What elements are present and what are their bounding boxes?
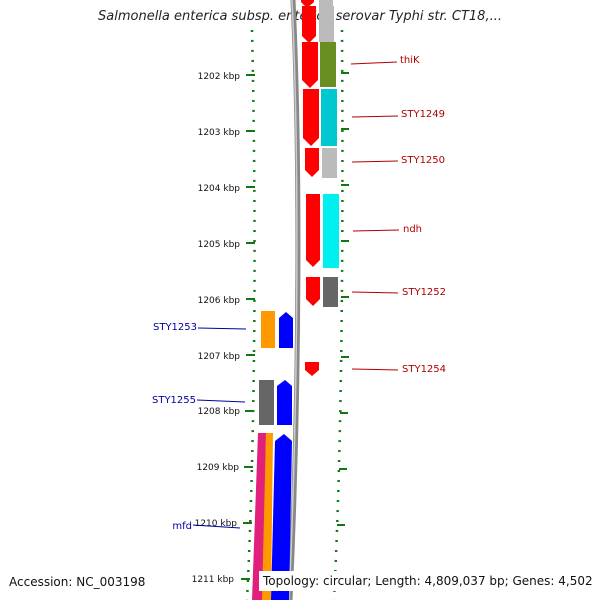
cds-forward-feature	[306, 277, 320, 306]
inner-dotted-ring	[245, 29, 256, 600]
gene-label-sty1253: STY1253	[153, 322, 197, 333]
forward-cds-track	[301, 0, 320, 376]
outer-dotted-ring	[332, 29, 344, 600]
cog-feature-green	[320, 42, 336, 87]
cds-reverse-feature	[271, 434, 292, 600]
gene-label-sty1250: STY1250	[401, 155, 445, 166]
cog-feature-grey	[319, 6, 334, 42]
cog-feature-dark-grey	[323, 277, 338, 307]
kbp-label: 1210 kbp	[195, 519, 238, 529]
backbone-arc-highlight	[288, 0, 298, 600]
reverse-gene-labels	[192, 327, 247, 529]
backbone-arc	[287, 0, 301, 600]
kbp-label: 1208 kbp	[198, 407, 241, 417]
forward-gene-labels	[350, 61, 400, 371]
kbp-label: 1206 kbp	[198, 296, 241, 306]
map-title: Salmonella enterica subsp. enterica sero…	[98, 9, 502, 24]
gene-label-sty1249: STY1249	[401, 109, 445, 120]
cds-forward-feature	[302, 6, 316, 43]
gene-label-sty1255: STY1255	[152, 395, 196, 406]
cog-feature-light-cyan	[323, 194, 339, 268]
accession-label: Accession: NC_003198	[9, 575, 146, 589]
kbp-label: 1211 kbp	[192, 575, 235, 585]
kbp-label: 1203 kbp	[198, 128, 241, 138]
cog-feature-grey	[319, 0, 333, 6]
cds-forward-feature	[302, 42, 318, 88]
cds-forward-feature	[305, 148, 319, 177]
cog-feature-dark-grey	[259, 380, 274, 425]
cds-reverse-feature	[277, 380, 292, 425]
cog-feature-cyan	[321, 89, 337, 146]
cds-forward-feature	[305, 362, 319, 376]
reverse-cog-track	[252, 311, 275, 600]
kbp-ticks	[241, 72, 349, 580]
gene-label-mfd: mfd	[172, 521, 192, 532]
cog-feature-grey	[322, 148, 337, 178]
genome-summary-label: Topology: circular; Length: 4,809,037 bp…	[259, 571, 597, 591]
cog-feature-orange	[262, 433, 273, 600]
kbp-label: 1205 kbp	[198, 240, 241, 250]
cog-feature-orange	[261, 311, 275, 348]
gene-label-thik: thiK	[400, 55, 420, 66]
reverse-cds-track	[271, 312, 293, 600]
gene-label-sty1254: STY1254	[402, 364, 446, 375]
forward-cog-track	[319, 0, 339, 307]
cog-feature-pink	[252, 433, 266, 600]
kbp-label: 1202 kbp	[198, 72, 241, 82]
kbp-label: 1209 kbp	[197, 463, 240, 473]
cds-forward-feature	[303, 89, 319, 146]
gene-label-ndh: ndh	[403, 224, 422, 235]
cds-forward-feature	[301, 0, 314, 8]
gene-label-sty1252: STY1252	[402, 287, 446, 298]
cds-reverse-feature	[279, 312, 293, 348]
kbp-label: 1204 kbp	[198, 184, 241, 194]
kbp-label: 1207 kbp	[198, 352, 241, 362]
cds-forward-feature	[306, 194, 320, 267]
